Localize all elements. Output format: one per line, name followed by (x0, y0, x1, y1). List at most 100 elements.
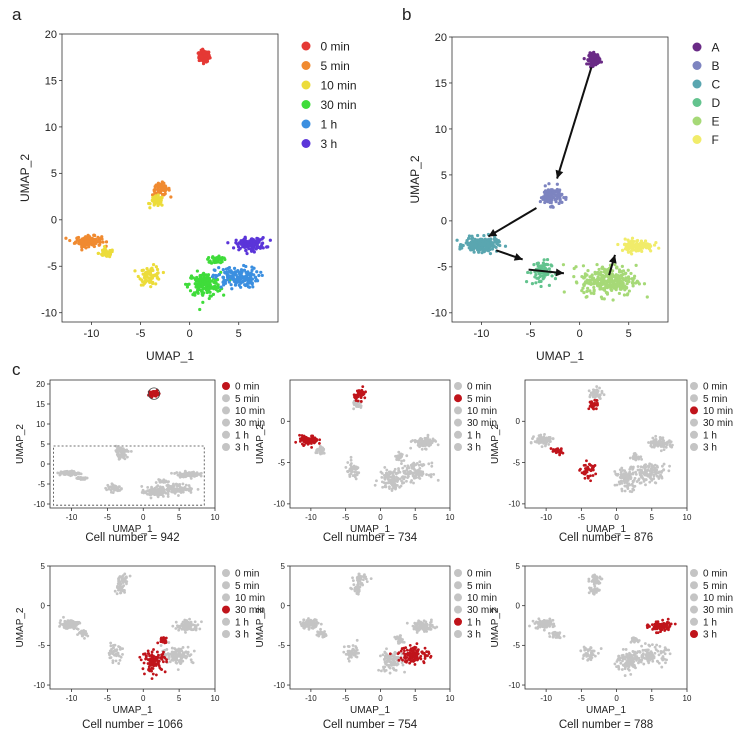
data-point-other (179, 661, 183, 665)
x-tick-label: -5 (526, 328, 536, 340)
data-point-other (430, 464, 434, 468)
data-point (150, 266, 154, 270)
data-point-other (196, 623, 200, 627)
data-point-other (651, 436, 655, 440)
data-point-other (379, 654, 382, 658)
data-point-other (399, 484, 403, 488)
data-point-other (390, 664, 394, 667)
data-point-other (109, 656, 113, 659)
data-point (240, 270, 244, 274)
x-tick-label: -10 (84, 328, 100, 340)
data-point (156, 203, 160, 208)
legend-label: 10 min (235, 593, 265, 604)
data-point-other (435, 625, 439, 629)
data-point-other (108, 649, 112, 653)
data-point-other (401, 481, 404, 485)
data-point-other (383, 669, 387, 673)
data-point-other (353, 470, 357, 474)
legend-label: 30 min (321, 98, 357, 112)
data-point (204, 57, 208, 61)
data-point-other (429, 625, 432, 629)
data-point (145, 275, 149, 279)
data-point-other (319, 622, 323, 626)
data-point (599, 60, 604, 64)
data-point-other (633, 476, 637, 480)
data-point-highlight (143, 652, 147, 656)
y-tick-label: 10 (435, 124, 447, 136)
data-point-highlight (147, 665, 151, 668)
data-point-other (427, 462, 431, 466)
y-tick-label: 0 (41, 460, 46, 469)
data-point-other (318, 446, 322, 450)
data-point (244, 248, 248, 253)
data-point-other (536, 437, 540, 441)
y-tick-label: -10 (41, 308, 57, 320)
data-point (141, 268, 145, 272)
data-point-other (104, 486, 108, 490)
data-point-other (401, 640, 404, 644)
data-point-other (422, 619, 426, 623)
legend-marker (222, 406, 230, 415)
data-point (144, 278, 149, 283)
data-point-other (384, 474, 388, 478)
data-point (619, 287, 623, 291)
data-point (218, 256, 222, 260)
data-point-other (109, 644, 113, 648)
data-point-other (623, 489, 627, 493)
data-point-highlight (555, 448, 559, 452)
plot-frame (289, 565, 451, 690)
data-point-other (184, 650, 188, 654)
data-point-other (421, 462, 425, 466)
x-tick-label: 0 (378, 694, 383, 703)
data-point (233, 270, 237, 274)
data-point-highlight (588, 463, 592, 467)
data-point-highlight (163, 637, 167, 641)
data-point (200, 282, 204, 287)
data-point-other (107, 487, 111, 491)
data-point-other (669, 440, 673, 444)
data-point-other (660, 470, 663, 473)
legend-label: 5 min (235, 581, 259, 592)
data-point (620, 248, 625, 252)
data-point-highlight (313, 436, 317, 440)
data-point-other (346, 470, 350, 474)
data-point (488, 252, 493, 256)
data-point (164, 187, 169, 191)
data-point-highlight (161, 637, 164, 641)
data-point (241, 279, 245, 283)
data-point (212, 268, 216, 272)
data-point (155, 267, 160, 272)
data-point-other (77, 472, 81, 476)
data-point-other (632, 485, 636, 488)
data-point-other (173, 652, 176, 656)
data-point-other (121, 447, 125, 451)
legend-marker (454, 418, 462, 427)
plot-frame (49, 565, 216, 690)
data-point-other (352, 648, 356, 651)
panel-letter-c: c (12, 360, 21, 379)
data-point-other (111, 661, 115, 665)
data-point-highlight (138, 655, 142, 659)
data-point-highlight (157, 653, 160, 657)
data-point-other (388, 671, 392, 675)
legend-label: 10 min (321, 78, 357, 92)
data-point-other (315, 623, 318, 627)
data-point-other (600, 389, 604, 393)
x-axis-label: UMAP_1 (536, 349, 584, 363)
data-point-other (659, 437, 662, 441)
data-point (222, 283, 226, 287)
data-point (144, 270, 148, 275)
data-point-other (396, 662, 399, 665)
data-point (626, 238, 630, 242)
data-point-other (115, 488, 119, 492)
legend-marker (690, 394, 698, 403)
x-axis-label: UMAP_1 (112, 524, 152, 535)
data-point (626, 268, 630, 272)
data-point (96, 251, 100, 256)
data-point-other (165, 488, 169, 491)
data-point-other (629, 466, 632, 469)
data-point-other (387, 656, 390, 660)
data-point-other (128, 574, 132, 578)
